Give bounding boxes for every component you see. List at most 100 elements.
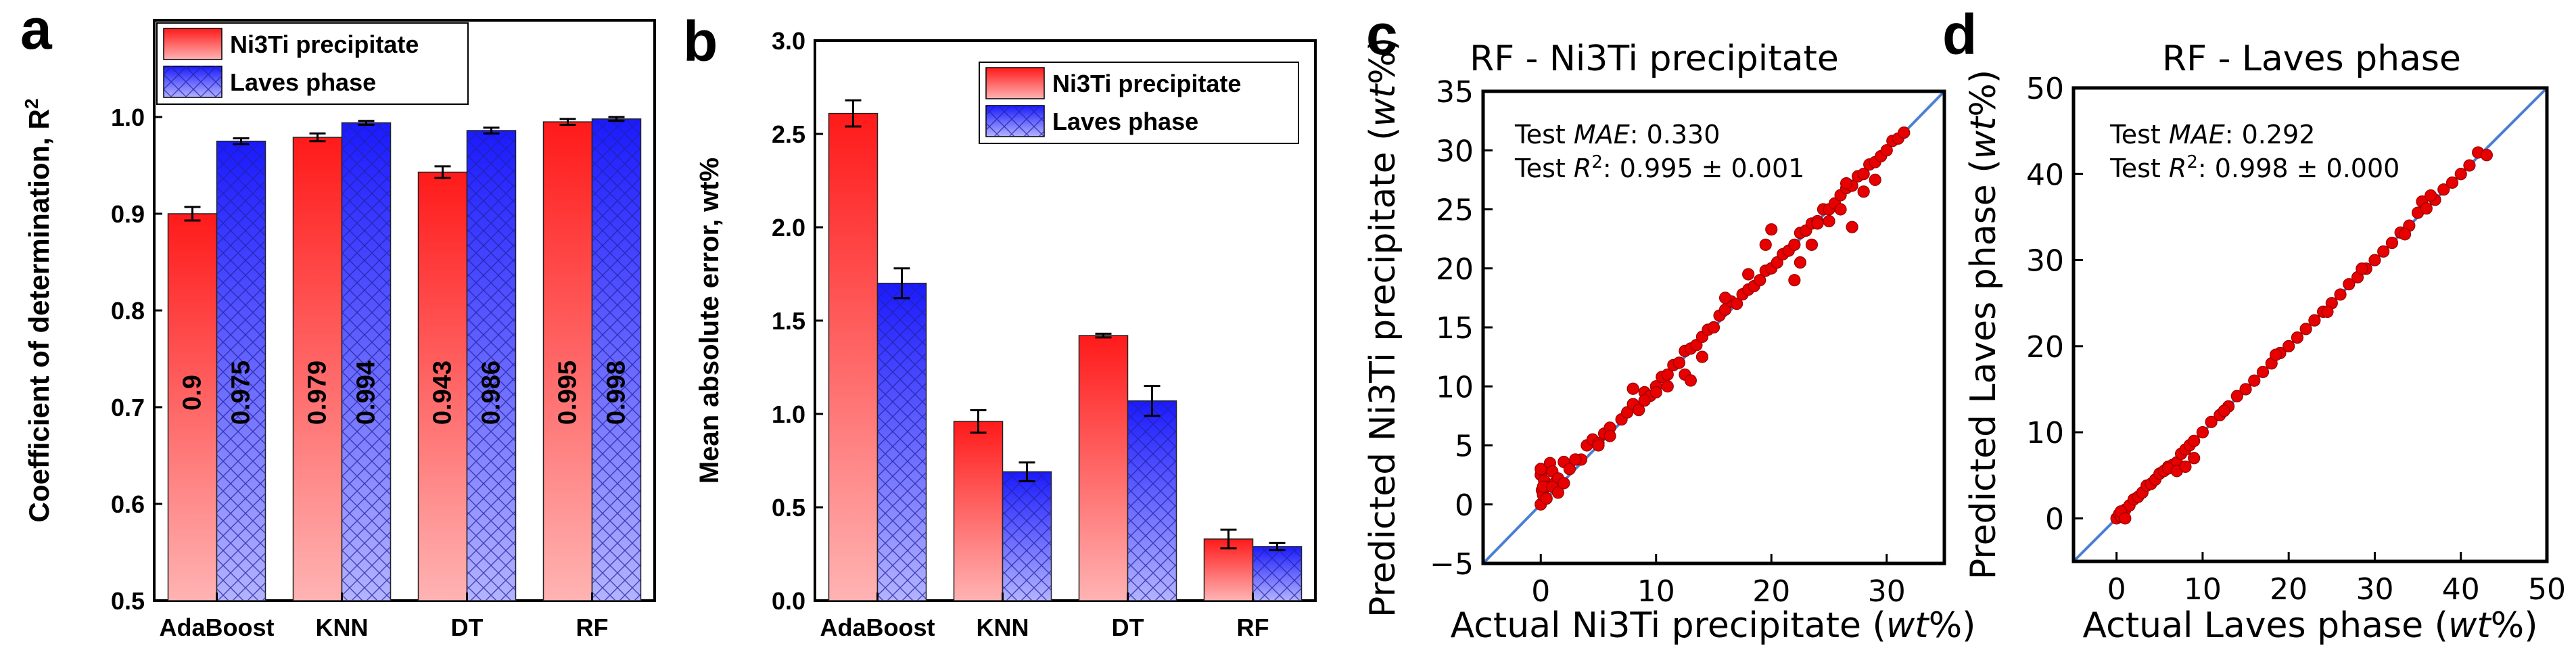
point-c-83 (1765, 223, 1778, 236)
y-tick-label-d-2: 20 (2026, 330, 2064, 365)
point-c-68 (1898, 126, 1911, 139)
point-d-37 (2343, 278, 2356, 291)
data-label-a-0-3: 0.995 (554, 361, 582, 425)
x-tick-label-c-1: 10 (1637, 574, 1675, 609)
y-tick-label-c-0: −5 (1430, 547, 1474, 582)
point-d-21 (2205, 415, 2218, 428)
panel-label-a: a (20, 0, 53, 61)
point-c-94 (1592, 439, 1605, 452)
point-d-54 (2480, 149, 2493, 162)
x-tick-label-d-1: 10 (2184, 572, 2222, 607)
y-tick-label-c-3: 10 (1436, 370, 1474, 404)
y-tick-label-c-7: 30 (1436, 134, 1474, 168)
point-c-90 (1840, 177, 1853, 190)
point-c-84 (1788, 274, 1801, 287)
point-c-91 (1846, 220, 1858, 233)
x-tick-label-b-0: AdaBoost (820, 613, 935, 641)
bar-b-ni3ti-1 (953, 421, 1004, 601)
bar-hatch-b-3 (1252, 546, 1302, 601)
data-label-a-1-2: 0.986 (477, 361, 506, 425)
y-tick-label-c-4: 15 (1436, 311, 1474, 346)
point-d-47 (2420, 202, 2433, 215)
x-tick-label-a-2: DT (451, 613, 484, 641)
panel-label-b: b (683, 9, 718, 73)
bars-b (828, 99, 1303, 601)
point-c-93 (1869, 173, 1881, 186)
legend-swatch-laves-hatch-b (986, 106, 1044, 137)
point-c-86 (1805, 238, 1819, 251)
bar-hatch-a-0 (216, 141, 266, 601)
point-d-33 (2308, 314, 2321, 327)
panel-a: a 0.9 0.979 0.943 0.995 0.975 0.994 0.986 0.998… (20, 0, 656, 641)
x-tick-label-c-0: 0 (1531, 574, 1550, 609)
point-d-42 (2385, 236, 2399, 250)
point-d-58 (2188, 452, 2201, 465)
panel-b: b 0.00.51.01.52.02.53.0 AdaBoost KNN DT RF … (683, 9, 1317, 641)
point-c-97 (1718, 292, 1732, 304)
bar-hatch-b-2 (1127, 400, 1177, 601)
point-c-74 (1558, 477, 1570, 490)
bar-a-ni3ti-2 (417, 171, 468, 601)
point-c-35 (1707, 321, 1720, 334)
bar-b-ni3ti-2 (1078, 335, 1129, 601)
chart-title-c: RF - Ni3Ti precipitate (1470, 39, 1839, 79)
point-c-92 (1857, 185, 1870, 198)
point-c-73 (1551, 486, 1564, 499)
point-c-39 (1731, 298, 1743, 310)
data-label-a-1-0: 0.975 (227, 361, 256, 425)
y-tick-label-b-1: 0.5 (772, 494, 805, 521)
y-tick-label-c-5: 20 (1436, 252, 1474, 287)
x-tick-label-d-3: 30 (2356, 572, 2393, 607)
point-c-29 (1672, 356, 1685, 369)
legend-a: Ni3Ti precipitate Laves phase (156, 22, 469, 105)
bar-hatch-b-1 (1002, 471, 1052, 601)
point-d-20 (2196, 425, 2209, 439)
point-d-41 (2377, 245, 2390, 258)
x-ticks-c: 0 10 20 30 (1531, 554, 1906, 609)
y-tick-label-b-6: 3.0 (772, 27, 805, 55)
x-tick-label-a-0: AdaBoost (160, 613, 275, 641)
bar-hatch-a-1 (342, 122, 391, 601)
y-tick-label-a-5: 1.0 (111, 103, 145, 131)
point-c-85 (1794, 256, 1806, 269)
x-ticks-b: AdaBoost KNN DT RF (820, 593, 1269, 641)
point-c-69 (1535, 463, 1547, 475)
y-tick-label-d-1: 10 (2026, 416, 2064, 450)
panel-label-d: d (1942, 3, 1977, 66)
bar-hatch-b-0 (877, 283, 927, 601)
y-ticks-a: 0.5 0.6 0.7 0.8 0.9 1.0 (111, 103, 162, 615)
y-axis-label-a: Coefficient of determination, R2 (21, 99, 55, 523)
annotation-r2-c: Test R2: 0.995 ± 0.001 (1514, 152, 1804, 183)
y-tick-label-c-6: 25 (1436, 193, 1474, 228)
y-ticks-d: 0 10 20 30 40 50 (2026, 72, 2083, 536)
point-d-50 (2445, 176, 2459, 189)
point-c-77 (1638, 394, 1651, 407)
point-d-32 (2299, 323, 2312, 335)
point-d-52 (2463, 159, 2476, 172)
legend-swatch-laves-hatch-a (164, 66, 222, 97)
point-c-22 (1633, 404, 1645, 417)
y-tick-label-b-2: 1.0 (772, 400, 805, 428)
point-c-61 (1857, 168, 1870, 181)
x-axis-label-d: Actual Laves phase (wt%) (2082, 605, 2537, 646)
point-d-49 (2437, 183, 2450, 196)
y-tick-label-d-3: 30 (2026, 244, 2064, 279)
bar-hatch-a-2 (467, 131, 516, 601)
panel-c: c RF - Ni3Ti precipitate −5 0 5 10 15 20 25 30 3… (1363, 3, 1975, 646)
point-c-96 (1661, 380, 1674, 393)
x-ticks-a: AdaBoost KNN DT RF (160, 593, 609, 641)
point-d-64 (2356, 262, 2368, 275)
y-tick-label-b-4: 2.0 (772, 214, 805, 241)
y-ticks-c: −5 0 5 10 15 20 25 30 35 (1430, 75, 1493, 582)
y-axis-label-d: Predicted Laves phase (wt%) (1963, 70, 2004, 580)
point-d-24 (2230, 390, 2243, 402)
x-tick-label-d-4: 40 (2442, 572, 2480, 607)
x-tick-label-a-1: KNN (316, 613, 369, 641)
panel-label-c: c (1366, 3, 1398, 66)
point-c-65 (1880, 144, 1893, 157)
y-axis-label-c: Predicted Ni3Ti precipitate (wt%) (1363, 37, 1403, 618)
point-c-98 (1742, 268, 1755, 281)
x-tick-label-c-3: 30 (1868, 574, 1906, 609)
data-label-a-0-0: 0.9 (179, 375, 207, 411)
